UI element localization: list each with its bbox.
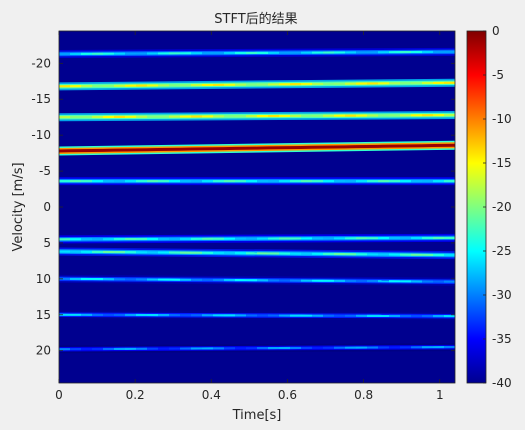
y-tick-label: 0 [43, 200, 51, 214]
colorbar: 0 -5 -10 -15 -20 -25 -30 -35 -40 [466, 24, 512, 390]
colorbar-tick-label: -25 [492, 244, 512, 258]
velocity-band [58, 233, 456, 244]
y-tick-label: -5 [39, 164, 51, 178]
colorbar-tick-label: -20 [492, 200, 512, 214]
y-tick-label: 10 [36, 272, 51, 286]
spectrogram-plot [58, 30, 456, 384]
y-tick-label: -20 [31, 56, 51, 70]
x-axis-label: Time[s] [232, 408, 282, 423]
x-tick-label: 1 [436, 388, 444, 402]
y-tick-label: -15 [31, 92, 51, 106]
velocity-band [58, 274, 456, 286]
colorbar-tick-label: -10 [492, 112, 512, 126]
colorbar-tick-label: -15 [492, 156, 512, 170]
y-tick-label: 20 [36, 344, 51, 358]
colorbar-tick-label: -40 [492, 376, 512, 390]
velocity-bands [58, 47, 456, 354]
x-tick-label: 0.2 [126, 388, 145, 402]
colorbar-ticks: 0 -5 -10 -15 -20 -25 -30 -35 -40 [483, 24, 512, 390]
colorbar-tick-label: -35 [492, 332, 512, 346]
velocity-band [58, 343, 456, 354]
y-axis-ticks: -20 -15 -10 -5 0 5 10 15 20 [31, 56, 455, 358]
colorbar-tick-label: -30 [492, 288, 512, 302]
velocity-band [58, 247, 456, 260]
x-tick-label: 0.6 [278, 388, 297, 402]
velocity-band [58, 310, 456, 321]
y-tick-label: 5 [43, 236, 51, 250]
colorbar-tick-label: -5 [492, 68, 504, 82]
x-axis-ticks: 0 0.2 0.4 0.6 0.8 1 [55, 31, 444, 402]
velocity-band [58, 140, 456, 156]
colorbar-tick-label: 0 [492, 24, 500, 38]
y-axis-label: Velocity [m/s] [11, 162, 26, 251]
velocity-band [58, 111, 456, 122]
chart-title: STFT后的结果 [214, 11, 297, 27]
y-tick-label: -10 [31, 128, 51, 142]
velocity-band [58, 78, 456, 91]
x-tick-label: 0.8 [354, 388, 373, 402]
velocity-band [58, 47, 456, 58]
x-tick-label: 0 [55, 388, 63, 402]
y-tick-label: 15 [36, 308, 51, 322]
x-tick-label: 0.4 [202, 388, 221, 402]
